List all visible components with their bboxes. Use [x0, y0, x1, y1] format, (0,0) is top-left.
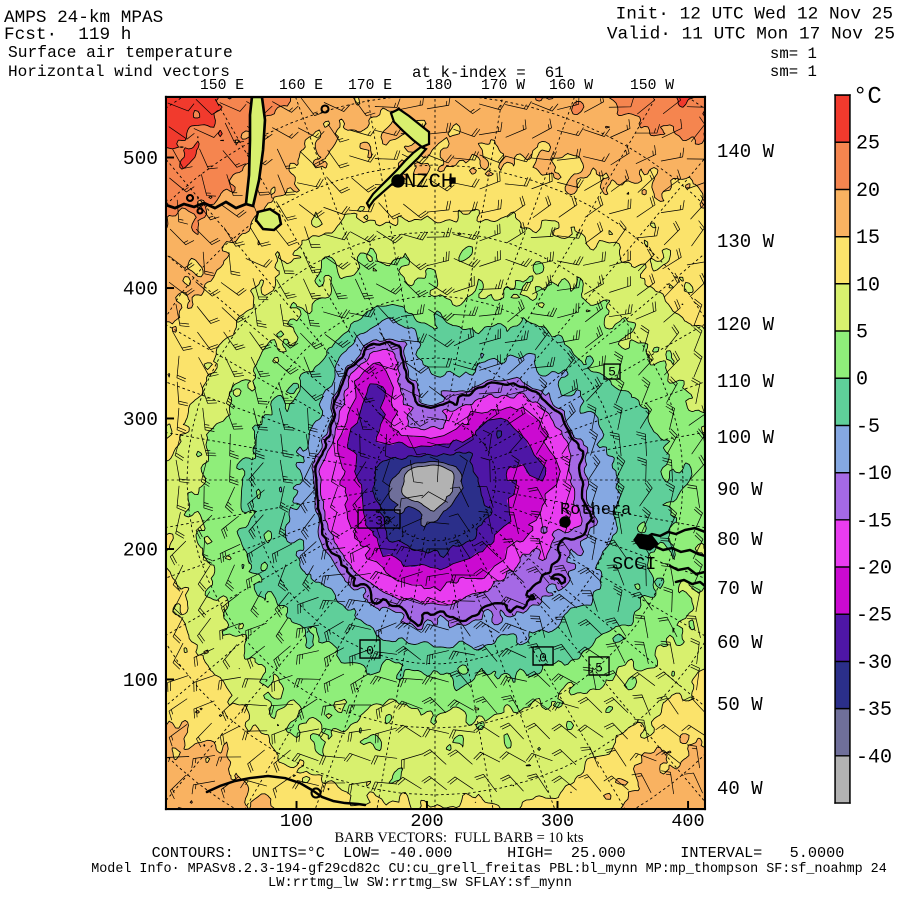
- svg-text:500: 500: [123, 148, 158, 170]
- svg-text:300: 300: [541, 811, 574, 832]
- svg-text:20: 20: [856, 180, 880, 203]
- svg-text:160 E: 160 E: [279, 78, 323, 94]
- svg-text:Valid· 11 UTC Mon 17 Nov 25: Valid· 11 UTC Mon 17 Nov 25: [607, 24, 895, 44]
- svg-text:200: 200: [123, 539, 158, 561]
- svg-text:Model Info· MPASv8.2.3-194-gf2: Model Info· MPASv8.2.3-194-gf29cd82c CU:…: [91, 862, 887, 877]
- svg-text:5: 5: [595, 661, 603, 676]
- svg-text:°C: °C: [853, 84, 882, 111]
- svg-text:10: 10: [856, 274, 880, 297]
- svg-text:150 W: 150 W: [630, 78, 674, 94]
- svg-text:SCCI: SCCI: [612, 554, 656, 575]
- svg-text:120 W: 120 W: [717, 314, 775, 336]
- svg-text:0: 0: [539, 651, 547, 666]
- svg-text:60 W: 60 W: [717, 632, 763, 654]
- svg-text:130 W: 130 W: [717, 231, 775, 253]
- svg-text:-5: -5: [856, 416, 880, 439]
- svg-text:-25: -25: [856, 605, 892, 628]
- svg-text:-20: -20: [856, 558, 892, 581]
- svg-text:300: 300: [123, 409, 158, 431]
- svg-text:150 E: 150 E: [200, 78, 244, 94]
- svg-text:Rothera: Rothera: [560, 501, 631, 520]
- svg-text:90 W: 90 W: [717, 479, 763, 501]
- svg-text:180: 180: [426, 78, 452, 94]
- svg-text:-30: -30: [367, 514, 390, 529]
- svg-text:Fcst· 119 h: Fcst· 119 h: [4, 25, 131, 45]
- svg-text:at k-index = 61: at k-index = 61: [412, 64, 564, 82]
- svg-text:BARB VECTORS: FULL BARB = 10: BARB VECTORS: FULL BARB = 10 kts: [335, 830, 584, 846]
- svg-text:Horizontal wind vectors: Horizontal wind vectors: [8, 63, 230, 81]
- svg-text:80 W: 80 W: [717, 529, 763, 551]
- svg-text:170 E: 170 E: [348, 78, 392, 94]
- svg-text:15: 15: [856, 227, 880, 250]
- svg-text:110 W: 110 W: [717, 371, 775, 393]
- svg-text:70 W: 70 W: [717, 578, 763, 600]
- svg-text:50 W: 50 W: [717, 694, 763, 716]
- svg-text:LW:rrtmg_lw SW:rrtmg_sw SFLAY:: LW:rrtmg_lw SW:rrtmg_sw SFLAY:sf_mynn: [268, 876, 572, 891]
- svg-text:100: 100: [280, 811, 313, 832]
- svg-text:100: 100: [123, 670, 158, 692]
- svg-text:Surface air temperature: Surface air temperature: [8, 43, 233, 62]
- svg-text:sm= 1: sm= 1: [770, 63, 817, 81]
- svg-text:170 W: 170 W: [481, 78, 525, 94]
- svg-text:140 W: 140 W: [717, 141, 775, 163]
- svg-text:160 W: 160 W: [549, 78, 593, 94]
- svg-text:-15: -15: [856, 510, 892, 533]
- svg-text:-10: -10: [856, 463, 892, 486]
- svg-text:40 W: 40 W: [717, 778, 763, 800]
- svg-text:100 W: 100 W: [717, 427, 775, 449]
- svg-text:200: 200: [410, 811, 443, 832]
- svg-text:Init· 12 UTC Wed 12 Nov 25: Init· 12 UTC Wed 12 Nov 25: [616, 4, 893, 24]
- svg-text:25: 25: [856, 133, 880, 156]
- svg-text:-35: -35: [856, 699, 892, 722]
- svg-text:AMPS 24-km MPAS: AMPS 24-km MPAS: [4, 8, 163, 28]
- svg-text:400: 400: [671, 811, 704, 832]
- svg-text:NZCH: NZCH: [404, 171, 453, 194]
- svg-text:-30: -30: [856, 652, 892, 675]
- svg-text:0: 0: [366, 643, 374, 658]
- svg-text:5: 5: [856, 322, 868, 345]
- svg-text:0: 0: [856, 369, 868, 392]
- svg-text:sm= 1: sm= 1: [770, 45, 817, 63]
- svg-text:5: 5: [608, 365, 616, 380]
- svg-text:CONTOURS: UNITS=°C LOW= -40.: CONTOURS: UNITS=°C LOW= -40.000 HIGH= 25…: [152, 844, 845, 862]
- svg-text:400: 400: [123, 279, 158, 301]
- svg-text:-40: -40: [856, 746, 892, 769]
